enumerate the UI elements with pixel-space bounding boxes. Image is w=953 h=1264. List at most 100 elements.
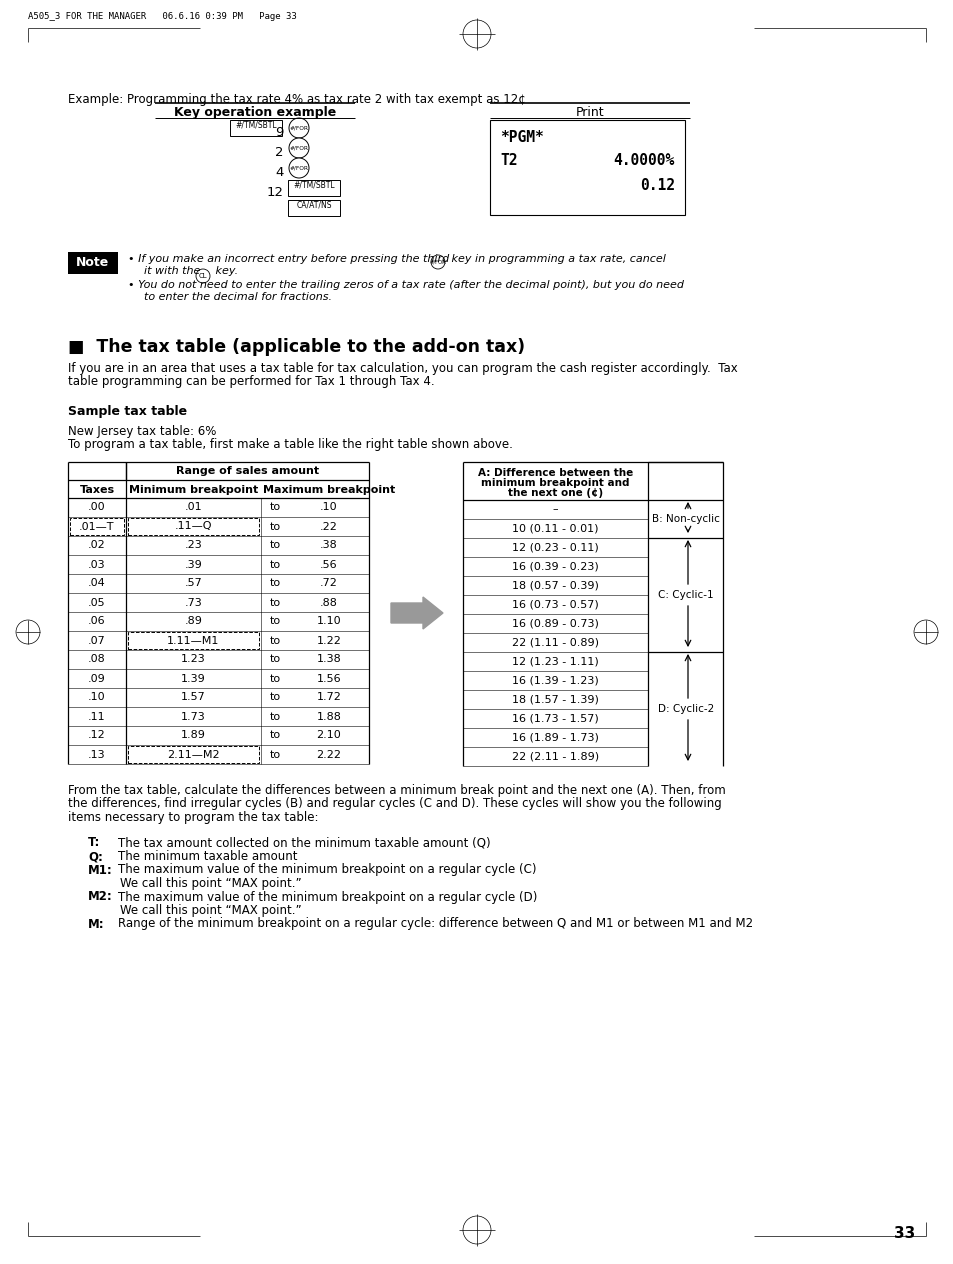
Text: to: to [269, 617, 280, 627]
Text: to: to [269, 598, 280, 608]
Text: key.: key. [212, 265, 238, 276]
Text: to: to [269, 655, 280, 665]
Text: C: Cyclic-1: C: Cyclic-1 [658, 590, 713, 600]
Text: B: Non-cyclic: B: Non-cyclic [652, 514, 720, 525]
Text: #/FOR: #/FOR [289, 125, 308, 130]
Text: .02: .02 [88, 541, 106, 551]
Text: 1.22: 1.22 [316, 636, 341, 646]
Text: 2.11—M2: 2.11—M2 [167, 750, 219, 760]
Text: table programming can be performed for Tax 1 through Tax 4.: table programming can be performed for T… [68, 375, 435, 388]
Text: 16 (0.39 - 0.23): 16 (0.39 - 0.23) [512, 561, 598, 571]
Text: M2:: M2: [88, 891, 112, 904]
Text: to: to [269, 712, 280, 722]
Text: #/FOR: #/FOR [429, 259, 446, 264]
Circle shape [289, 138, 309, 158]
Circle shape [431, 255, 444, 269]
Bar [288, 179, 339, 196]
Circle shape [289, 158, 309, 178]
Text: .01—T: .01—T [79, 522, 114, 531]
Text: #/FOR: #/FOR [289, 145, 308, 150]
Circle shape [16, 621, 40, 643]
Text: 1.72: 1.72 [316, 693, 341, 703]
Text: 16 (0.73 - 0.57): 16 (0.73 - 0.57) [512, 599, 598, 609]
Text: .39: .39 [185, 560, 202, 570]
Bar [490, 120, 684, 215]
Text: Maximum breakpoint: Maximum breakpoint [263, 485, 395, 495]
Text: 1.89: 1.89 [181, 731, 206, 741]
Text: .89: .89 [184, 617, 202, 627]
Text: to: to [269, 750, 280, 760]
Text: D: Cyclic-2: D: Cyclic-2 [658, 704, 714, 714]
Circle shape [195, 269, 210, 283]
Text: CL: CL [198, 273, 207, 279]
Text: 2: 2 [275, 145, 284, 158]
Text: 22 (1.11 - 0.89): 22 (1.11 - 0.89) [512, 637, 598, 647]
Text: 1.39: 1.39 [181, 674, 206, 684]
Bar [128, 632, 258, 648]
Text: to: to [269, 579, 280, 589]
Text: Q:: Q: [88, 849, 103, 863]
Text: 18 (1.57 - 1.39): 18 (1.57 - 1.39) [512, 694, 598, 704]
Text: 10 (0.11 - 0.01): 10 (0.11 - 0.01) [512, 523, 598, 533]
Text: 18 (0.57 - 0.39): 18 (0.57 - 0.39) [512, 580, 598, 590]
Text: to: to [269, 503, 280, 512]
Text: • If you make an incorrect entry before pressing the third: • If you make an incorrect entry before … [128, 254, 449, 264]
Text: T:: T: [88, 837, 100, 849]
Text: 22 (2.11 - 1.89): 22 (2.11 - 1.89) [512, 752, 598, 761]
Text: From the tax table, calculate the differences between a minimum break point and : From the tax table, calculate the differ… [68, 784, 725, 798]
Text: .88: .88 [319, 598, 337, 608]
Text: .56: .56 [320, 560, 337, 570]
Text: 2.10: 2.10 [316, 731, 341, 741]
Text: CA/AT/NS: CA/AT/NS [296, 200, 332, 209]
Bar [230, 120, 282, 137]
Text: .13: .13 [88, 750, 106, 760]
Text: 16 (1.73 - 1.57): 16 (1.73 - 1.57) [512, 713, 598, 723]
Text: .03: .03 [88, 560, 106, 570]
Circle shape [462, 20, 491, 48]
Text: The tax amount collected on the minimum taxable amount (Q): The tax amount collected on the minimum … [118, 837, 490, 849]
Text: .11: .11 [88, 712, 106, 722]
Text: 4.0000%: 4.0000% [613, 153, 675, 168]
Text: .12: .12 [88, 731, 106, 741]
Text: the differences, find irregular cycles (B) and regular cycles (C and D). These c: the differences, find irregular cycles (… [68, 798, 721, 810]
Text: items necessary to program the tax table:: items necessary to program the tax table… [68, 811, 318, 824]
Text: M:: M: [88, 918, 105, 930]
Circle shape [913, 621, 937, 643]
Text: .72: .72 [319, 579, 337, 589]
Text: Key operation example: Key operation example [173, 106, 335, 119]
Text: .57: .57 [185, 579, 202, 589]
Text: Minimum breakpoint: Minimum breakpoint [129, 485, 258, 495]
Text: 1.38: 1.38 [316, 655, 341, 665]
Text: minimum breakpoint and: minimum breakpoint and [480, 478, 629, 488]
Text: .38: .38 [320, 541, 337, 551]
Text: Taxes: Taxes [79, 485, 114, 495]
Text: To program a tax table, first make a table like the right table shown above.: To program a tax table, first make a tab… [68, 439, 513, 451]
Text: • You do not need to enter the trailing zeros of a tax rate (after the decimal p: • You do not need to enter the trailing … [128, 281, 683, 289]
Text: Range of the minimum breakpoint on a regular cycle: difference between Q and M1 : Range of the minimum breakpoint on a reg… [118, 918, 752, 930]
Text: *PGM*: *PGM* [499, 130, 543, 145]
Text: 1.57: 1.57 [181, 693, 206, 703]
Text: the next one (¢): the next one (¢) [507, 488, 602, 498]
Text: A: Difference between the: A: Difference between the [477, 468, 633, 478]
Text: Sample tax table: Sample tax table [68, 404, 187, 418]
Circle shape [462, 1216, 491, 1244]
Text: 1.88: 1.88 [316, 712, 341, 722]
Text: 1.73: 1.73 [181, 712, 206, 722]
Text: New Jersey tax table: 6%: New Jersey tax table: 6% [68, 425, 216, 439]
Bar [288, 200, 339, 216]
Text: .73: .73 [185, 598, 202, 608]
Text: .23: .23 [185, 541, 202, 551]
Text: it with the: it with the [144, 265, 204, 276]
Text: #/FOR: #/FOR [289, 166, 308, 171]
Text: 16 (0.89 - 0.73): 16 (0.89 - 0.73) [512, 618, 598, 628]
Text: 0.12: 0.12 [639, 178, 675, 193]
Text: 1.23: 1.23 [181, 655, 206, 665]
Text: 16 (1.39 - 1.23): 16 (1.39 - 1.23) [512, 675, 598, 685]
Text: The maximum value of the minimum breakpoint on a regular cycle (C): The maximum value of the minimum breakpo… [118, 863, 536, 876]
Text: .04: .04 [88, 579, 106, 589]
Text: 16 (1.89 - 1.73): 16 (1.89 - 1.73) [512, 733, 598, 742]
Text: 1.10: 1.10 [316, 617, 341, 627]
Text: 12: 12 [267, 186, 284, 198]
Text: Range of sales amount: Range of sales amount [175, 466, 318, 477]
FancyArrow shape [391, 597, 442, 629]
